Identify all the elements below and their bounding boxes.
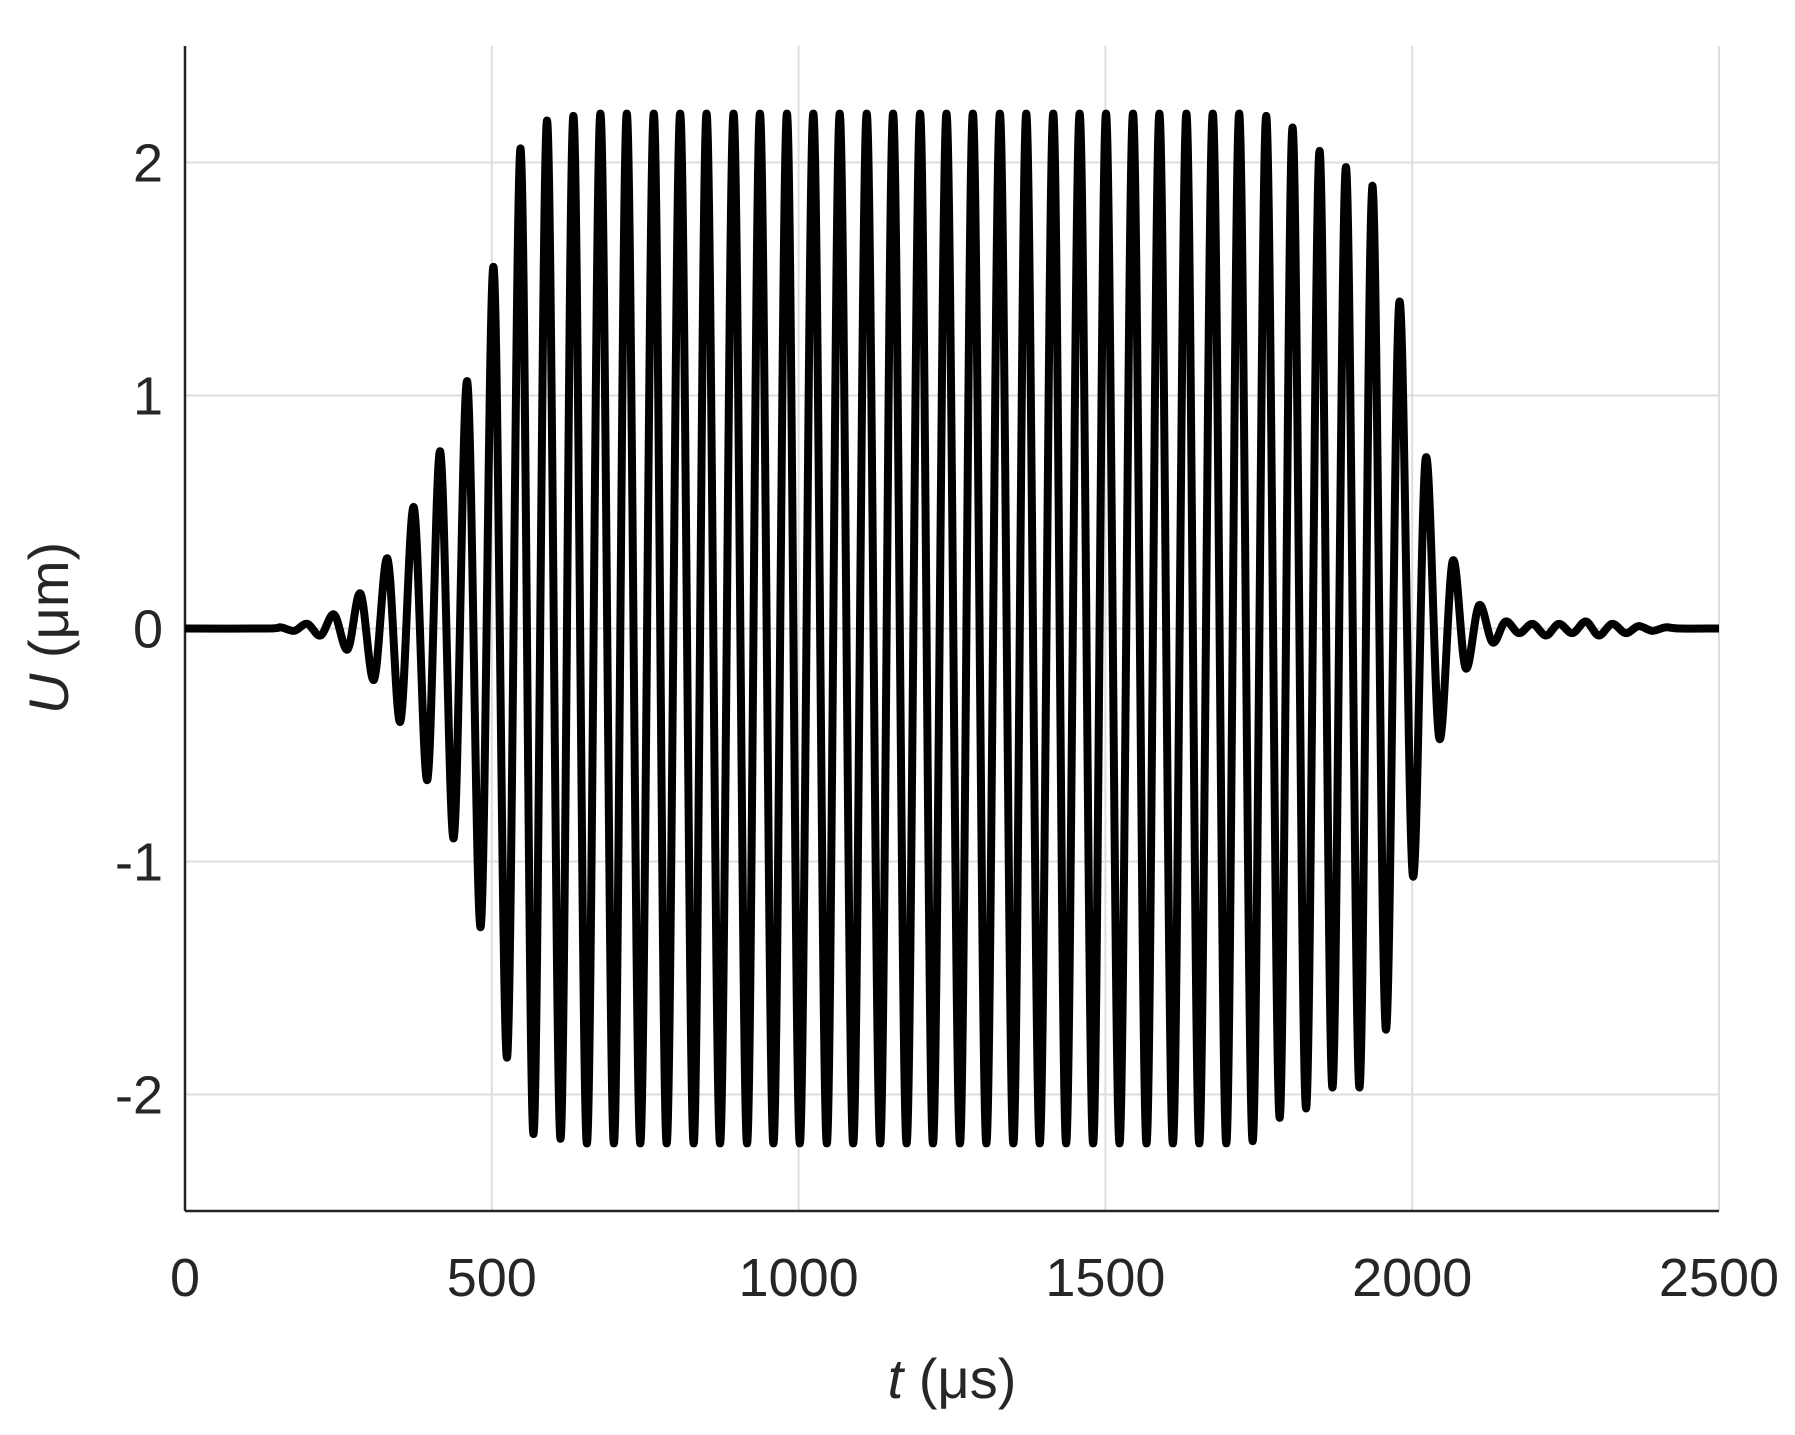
y-tick-label: -2	[115, 1066, 163, 1126]
x-tick-label: 1500	[1045, 1248, 1165, 1308]
x-axis-label: t (μs)	[888, 1347, 1017, 1410]
x-label-symbol: t	[888, 1347, 906, 1410]
x-tick-label: 2500	[1659, 1248, 1779, 1308]
y-axis-label: U (μm)	[17, 542, 80, 714]
x-tick-label: 0	[170, 1248, 200, 1308]
y-label-symbol: U	[17, 673, 80, 714]
y-tick-label: -1	[115, 833, 163, 893]
y-tick-label: 0	[133, 600, 163, 660]
x-tick-label: 2000	[1352, 1248, 1472, 1308]
y-label-unit: (μm)	[17, 542, 80, 658]
signal-line	[184, 109, 1720, 1148]
x-tick-label: 1000	[739, 1248, 859, 1308]
x-label-unit: (μs)	[919, 1347, 1017, 1410]
x-tick-label: 500	[447, 1248, 537, 1308]
y-tick-label: 1	[133, 367, 163, 427]
y-tick-label: 2	[133, 134, 163, 194]
